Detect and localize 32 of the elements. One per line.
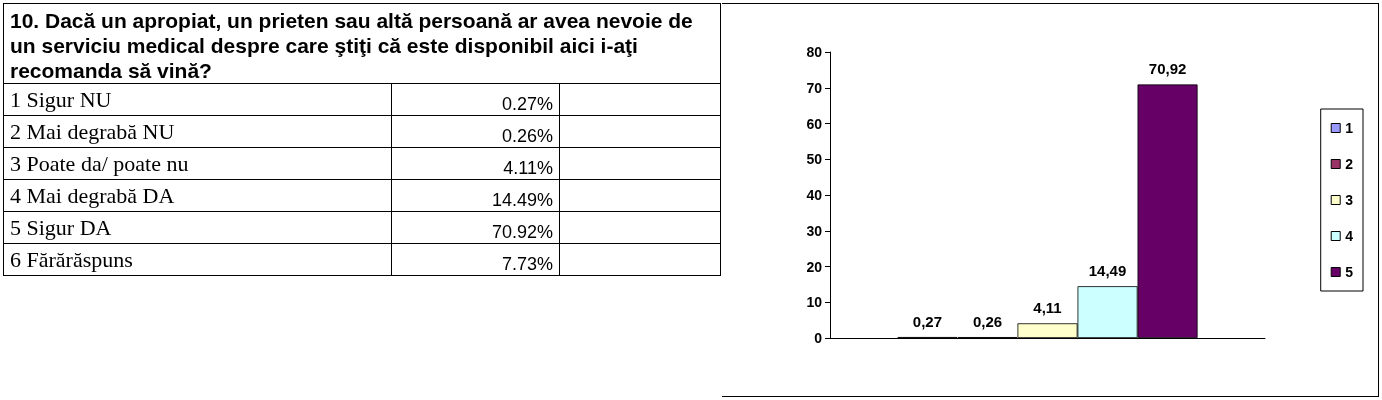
data-label: 0,26	[972, 313, 1003, 331]
text: 2 Mai degrabă NU	[3, 115, 392, 148]
y-tick-label: 10	[806, 294, 823, 311]
text: 0.26%	[391, 115, 560, 148]
y-tick-label: 60	[806, 115, 823, 132]
text: 7.73%	[391, 243, 560, 276]
text: 1 Sigur NU	[3, 83, 392, 116]
legend-label: 3	[1345, 192, 1354, 208]
data-label: 4,11	[1033, 299, 1062, 317]
text: 4.11%	[391, 147, 560, 180]
y-tick-label: 50	[806, 151, 823, 168]
y-tick-label: 80	[806, 44, 823, 60]
legend-label: 2	[1345, 156, 1354, 172]
text: 0.27%	[391, 83, 560, 116]
data-label: 70,92	[1148, 60, 1187, 78]
data-label: 14,49	[1088, 262, 1127, 280]
text: 14.49%	[391, 179, 560, 212]
text: 3 Poate da/ poate nu	[3, 147, 392, 180]
legend-label: 1	[1345, 120, 1354, 136]
y-tick-label: 40	[806, 187, 823, 203]
data-label: 0,27	[912, 313, 943, 331]
y-tick-label: 0	[814, 330, 823, 346]
legend-label: 4	[1345, 228, 1354, 244]
y-tick-label: 20	[806, 258, 823, 275]
text: 5 Sigur DA	[3, 211, 392, 244]
y-tick-label: 30	[806, 222, 823, 239]
text: 70.92%	[391, 211, 560, 244]
text: 4 Mai degrabă DA	[3, 179, 392, 212]
y-tick-label: 70	[806, 79, 823, 96]
legend-label: 5	[1345, 264, 1354, 280]
text: 10. Dacă un apropiat, un prieten sau altă persoană ar avea nevoie de un serviciu medical despre care ştiţi că este disponibil aici i-aţi recomanda să vină?	[3, 3, 721, 84]
text: 6 Fărărăspuns	[3, 243, 392, 276]
